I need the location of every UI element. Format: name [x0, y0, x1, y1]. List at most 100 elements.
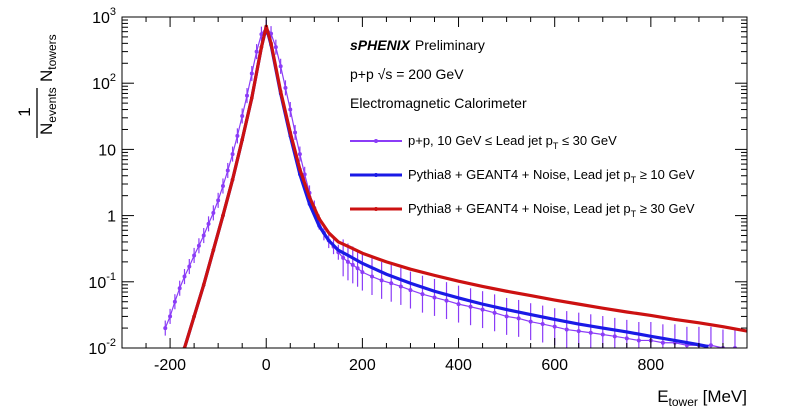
series-0-point: [293, 130, 298, 135]
y-title-den-main: N: [37, 123, 56, 135]
series-0-point: [249, 71, 254, 76]
y-tick-exp: -2: [106, 337, 116, 349]
experiment-status: Preliminary: [415, 37, 485, 53]
legend-label-1-sub: T: [631, 175, 637, 185]
series-0-point: [192, 253, 197, 258]
series-0-point: [259, 32, 264, 37]
series-0-point: [211, 210, 216, 215]
y-tick-base: 10: [92, 76, 110, 93]
series-2-point: [298, 167, 302, 172]
series-2-point: [269, 41, 273, 46]
series-0-point: [708, 343, 713, 348]
series-0-point: [201, 233, 206, 238]
legend-label-0-sub: T: [553, 141, 559, 151]
legend-entry-1: Pythia8 + GEANT4 + Noise, Lead jet pT ≥ …: [350, 167, 695, 185]
detector-label: Electromagnetic Calorimeter: [350, 95, 527, 111]
legend-label-0: p+p, 10 GeV ≤ Lead jet pT ≤ 30 GeV: [408, 133, 617, 151]
series-2-point: [211, 248, 216, 253]
series-0-point: [370, 274, 374, 279]
series-0-point: [273, 45, 278, 50]
y-title-num: 1: [15, 107, 34, 116]
series-0-point: [444, 298, 449, 303]
series-0-point: [163, 326, 168, 331]
series-2-point: [307, 195, 312, 199]
x-tick-label: 800: [637, 357, 664, 374]
y-tick-base: 10: [88, 275, 106, 292]
series-2-point: [259, 45, 264, 49]
series-0-point: [432, 295, 437, 300]
series-0-point: [288, 107, 293, 112]
annotations: sPHENIX Preliminary p+p √s = 200 GeV Elec…: [350, 37, 527, 111]
legend-entry-2: Pythia8 + GEANT4 + Noise, Lead jet pT ≥ …: [350, 201, 695, 219]
series-0-point: [216, 198, 221, 203]
y-tick-exp: 3: [110, 6, 116, 18]
experiment-name: sPHENIX: [350, 37, 412, 53]
experiment-label: sPHENIX Preliminary: [350, 37, 485, 53]
plot-area: [163, 19, 747, 348]
series-0-point: [516, 316, 521, 321]
series-2: [182, 24, 747, 348]
series-0-point: [588, 330, 593, 335]
series-0-point: [297, 152, 302, 157]
legend-label-2-post: ≥ 30 GeV: [636, 201, 695, 216]
y-title-main: Ntowers: [37, 34, 59, 82]
series-2-point: [192, 314, 196, 319]
x-axis-title: Etower [MeV]: [657, 387, 747, 409]
series-2-point: [250, 96, 254, 100]
legend-marker-2: [374, 207, 378, 211]
series-0-point: [564, 327, 569, 332]
legend-marker-1: [374, 173, 378, 177]
y-tick-label: 10: [98, 142, 116, 159]
x-tick-label: 400: [445, 357, 472, 374]
series-0-point: [341, 255, 346, 260]
x-tick-label: 200: [349, 357, 376, 374]
series-0-point: [600, 332, 605, 337]
y-title-main-n: N: [37, 70, 56, 82]
y-tick-exp: 2: [110, 72, 116, 84]
series-2-point: [230, 177, 235, 182]
series-0-point: [278, 64, 283, 69]
y-tick-label: 10-2: [88, 337, 116, 358]
series-0-point: [302, 172, 307, 177]
series-1-point: [317, 224, 321, 228]
series-0-point: [220, 183, 225, 188]
series-0-point: [254, 49, 259, 54]
y-tick-base: 1: [107, 209, 116, 226]
series-0-point: [456, 302, 461, 307]
series-0-point: [528, 319, 533, 324]
y-tick-base: 10: [92, 10, 110, 27]
series-0-point: [389, 281, 394, 286]
series-0-point: [540, 322, 545, 327]
series-0-point: [187, 264, 192, 269]
series-0-point: [283, 85, 288, 90]
collision-label: p+p √s = 200 GeV: [350, 66, 464, 82]
series-0-point: [576, 329, 581, 334]
y-tick-label: 102: [92, 72, 116, 93]
y-tick-label: 1: [107, 209, 116, 226]
series-0-point: [230, 152, 235, 157]
series-2-point: [240, 137, 244, 142]
series-0-point: [350, 262, 355, 267]
series-0-point: [468, 304, 473, 309]
y-title-den: Nevents: [37, 87, 59, 135]
series-0-point: [504, 314, 509, 319]
series-0-point: [624, 336, 629, 341]
legend-entry-0: p+p, 10 GeV ≤ Lead jet pT ≤ 30 GeV: [350, 133, 617, 151]
legend-label-1-post: ≥ 10 GeV: [636, 167, 695, 182]
series-2-line: [182, 24, 747, 348]
series-0-point: [172, 299, 177, 304]
legend-label-2-pre: Pythia8 + GEANT4 + Noise, Lead jet p: [408, 201, 631, 216]
collision-suffix: = 200 GeV: [392, 66, 464, 82]
legend: p+p, 10 GeV ≤ Lead jet pT ≤ 30 GeV Pythi…: [350, 133, 695, 219]
series-0-point: [360, 270, 365, 275]
series-2-point: [278, 89, 283, 94]
series-2-point: [221, 213, 225, 218]
collision-prefix: p+p: [350, 66, 378, 82]
legend-label-2-sub: T: [631, 209, 637, 219]
series-0-point: [168, 314, 173, 319]
series-0-point: [206, 221, 211, 226]
collision-sqrt: √s: [378, 66, 393, 82]
x-tick-label: 0: [262, 357, 271, 374]
series-2-point: [317, 216, 321, 221]
